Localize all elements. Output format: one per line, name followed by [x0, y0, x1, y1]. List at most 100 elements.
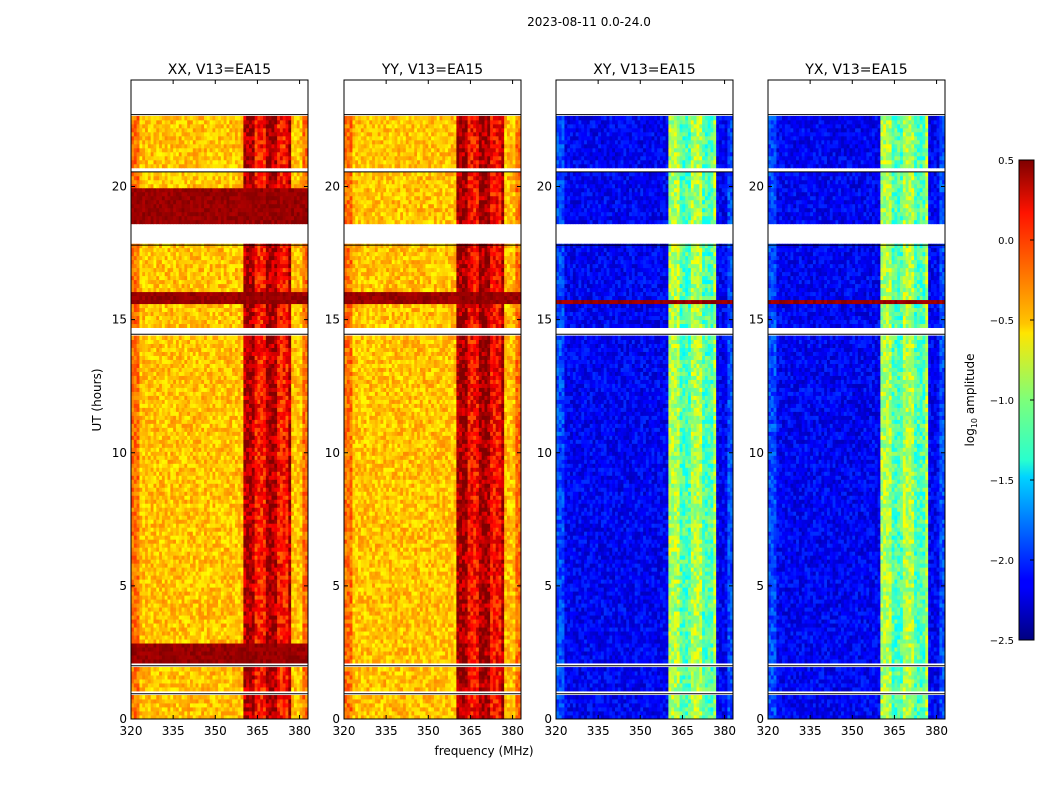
heatmap-cell [170, 711, 173, 715]
heatmap-cell [162, 683, 165, 687]
heatmap-cell [257, 667, 260, 671]
heatmap-cell [201, 655, 204, 659]
heatmap-cell [142, 683, 145, 687]
heatmap-cell [196, 699, 199, 703]
heatmap-cell [252, 651, 255, 655]
heatmap-cell [238, 643, 241, 647]
heatmap-cell [204, 707, 207, 711]
heatmap-cell [153, 647, 156, 651]
heatmap-cell [291, 647, 294, 651]
heatmap-cell [232, 647, 235, 651]
heatmap-cell [277, 651, 280, 655]
heatmap-cell [204, 695, 207, 699]
heatmap-cell [266, 695, 269, 699]
heatmap-cell [297, 639, 300, 643]
heatmap-cell [302, 683, 305, 687]
heatmap-cell [283, 667, 286, 671]
heatmap-cell [255, 643, 258, 647]
heatmap-cell [286, 675, 289, 679]
heatmap-cell [198, 639, 201, 643]
heatmap-cell [196, 635, 199, 639]
heatmap-cell [142, 659, 145, 663]
heatmap-cell [300, 695, 303, 699]
heatmap-cell [238, 647, 241, 651]
heatmap-cell [170, 707, 173, 711]
heatmap-cell [235, 671, 238, 675]
heatmap-cell [139, 671, 142, 675]
heatmap-cell [224, 679, 227, 683]
heatmap-cell [246, 643, 249, 647]
heatmap-cell [168, 659, 171, 663]
heatmap-cell [156, 655, 159, 659]
heatmap-cell [182, 703, 185, 707]
heatmap-cell [302, 687, 305, 691]
heatmap-cell [210, 659, 213, 663]
heatmap-cell [232, 707, 235, 711]
heatmap-cell [139, 655, 142, 659]
heatmap-cell [168, 651, 171, 655]
heatmap-cell [294, 707, 297, 711]
heatmap-cell [283, 671, 286, 675]
heatmap-cell [187, 687, 190, 691]
heatmap-cell [300, 683, 303, 687]
heatmap-cell [291, 703, 294, 707]
heatmap-cell [269, 703, 272, 707]
heatmap-cell [193, 699, 196, 703]
heatmap-cell [241, 671, 244, 675]
heatmap-cell [198, 647, 201, 651]
heatmap-cell [173, 667, 176, 671]
heatmap-cell [204, 639, 207, 643]
heatmap-cell [294, 687, 297, 691]
heatmap-cell [182, 655, 185, 659]
heatmap-cell [227, 655, 230, 659]
heatmap-cell [269, 695, 272, 699]
heatmap-cell [193, 683, 196, 687]
heatmap-cell [142, 679, 145, 683]
heatmap-cell [221, 635, 224, 639]
heatmap-cell [198, 695, 201, 699]
heatmap-cell [151, 695, 154, 699]
heatmap-cell [277, 679, 280, 683]
heatmap-cell [286, 667, 289, 671]
heatmap-cell [148, 631, 151, 635]
heatmap-cell [170, 667, 173, 671]
heatmap-cell [260, 651, 263, 655]
heatmap-cell [134, 631, 137, 635]
heatmap-cell [148, 651, 151, 655]
heatmap-cell [246, 707, 249, 711]
heatmap-cell [280, 651, 283, 655]
heatmap-cell [137, 687, 140, 691]
heatmap-cell [260, 639, 263, 643]
heatmap-cell [280, 687, 283, 691]
heatmap-cell [300, 699, 303, 703]
heatmap-cell [153, 699, 156, 703]
heatmap-cell [182, 643, 185, 647]
heatmap-cell [145, 711, 148, 715]
heatmap-cell [263, 651, 266, 655]
heatmap-cell [162, 667, 165, 671]
heatmap-cell [190, 667, 193, 671]
heatmap-cell [165, 635, 168, 639]
heatmap-cell [173, 675, 176, 679]
heatmap-cell [297, 659, 300, 663]
heatmap-cell [241, 699, 244, 703]
heatmap-cell [241, 651, 244, 655]
heatmap-cell [266, 655, 269, 659]
heatmap-cell [235, 711, 238, 715]
heatmap-cell [238, 635, 241, 639]
heatmap-cell [221, 699, 224, 703]
heatmap-cell [193, 675, 196, 679]
heatmap-cell [277, 687, 280, 691]
heatmap-cell [249, 643, 252, 647]
heatmap-cell [176, 675, 179, 679]
heatmap-cell [193, 703, 196, 707]
heatmap-cell [302, 647, 305, 651]
heatmap-cell [159, 639, 162, 643]
heatmap-cell [227, 679, 230, 683]
heatmap-cell [151, 671, 154, 675]
heatmap-cell [232, 695, 235, 699]
heatmap-cell [139, 643, 142, 647]
heatmap-cell [198, 635, 201, 639]
heatmap-cell [277, 683, 280, 687]
heatmap-cell [271, 695, 274, 699]
